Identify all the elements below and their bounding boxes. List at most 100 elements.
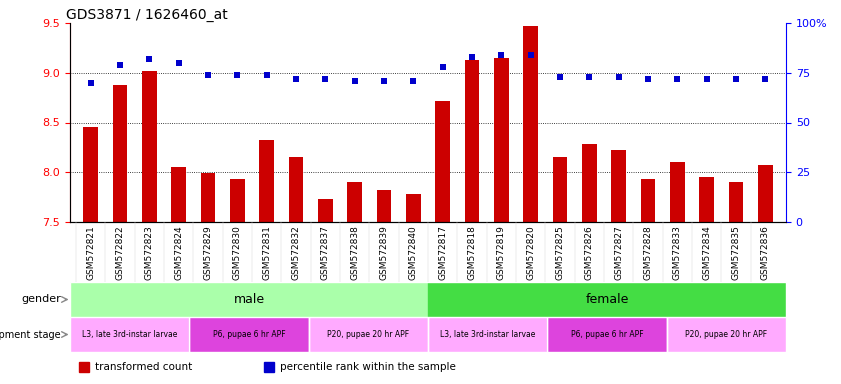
Bar [347,182,362,222]
Point [524,52,537,58]
Text: P20, pupae 20 hr APF: P20, pupae 20 hr APF [327,330,410,339]
Bar [670,162,685,222]
Bar [582,144,597,222]
Point [114,62,127,68]
Bar [309,317,428,352]
Text: GSM572825: GSM572825 [556,225,564,280]
Text: L3, late 3rd-instar larvae: L3, late 3rd-instar larvae [440,330,536,339]
Bar [288,157,304,222]
Bar [611,151,626,222]
Text: transformed count: transformed count [95,362,193,372]
Text: P6, pupae 6 hr APF: P6, pupae 6 hr APF [571,330,643,339]
Bar [70,317,189,352]
Text: GDS3871 / 1626460_at: GDS3871 / 1626460_at [66,8,228,22]
Point [289,76,303,82]
Bar [428,282,786,317]
Text: GSM572830: GSM572830 [233,225,241,280]
Bar [758,165,773,222]
Text: percentile rank within the sample: percentile rank within the sample [280,362,456,372]
Bar [309,317,428,352]
Text: GSM572837: GSM572837 [320,225,330,280]
Bar [465,60,479,222]
Point [348,78,362,84]
Text: gender: gender [21,295,61,305]
Point [759,76,772,82]
Text: P6, pupae 6 hr APF: P6, pupae 6 hr APF [213,330,285,339]
Point [172,60,185,66]
Text: GSM572828: GSM572828 [643,225,653,280]
Bar [667,317,786,352]
Point [260,72,273,78]
Text: GSM572839: GSM572839 [379,225,389,280]
Bar [230,179,245,222]
Point [378,78,391,84]
Text: development stage: development stage [0,329,61,339]
Point [465,54,479,60]
Bar [201,173,215,222]
Point [84,79,98,86]
Text: GSM572836: GSM572836 [761,225,770,280]
Bar [729,182,743,222]
Point [642,76,655,82]
Point [583,74,596,80]
Text: GSM572826: GSM572826 [584,225,594,280]
Bar [318,199,333,222]
Point [319,76,332,82]
Bar [259,141,274,222]
Point [729,76,743,82]
Text: GSM572829: GSM572829 [204,225,213,280]
Bar [264,362,274,372]
Text: GSM572831: GSM572831 [262,225,271,280]
Bar [436,101,450,222]
Text: GSM572833: GSM572833 [673,225,682,280]
Text: GSM572835: GSM572835 [732,225,741,280]
Point [201,72,214,78]
Bar [377,190,391,222]
Bar [172,167,186,222]
Text: GSM572818: GSM572818 [468,225,477,280]
Bar [547,317,667,352]
Text: GSM572822: GSM572822 [115,225,124,280]
Bar [406,194,420,222]
Text: GSM572820: GSM572820 [526,225,535,280]
Text: GSM572817: GSM572817 [438,225,447,280]
Point [230,72,244,78]
Point [700,76,713,82]
Bar [547,317,667,352]
Point [553,74,567,80]
Bar [70,317,189,352]
Bar [189,317,309,352]
Text: GSM572821: GSM572821 [86,225,95,280]
Text: GSM572819: GSM572819 [497,225,505,280]
Bar [142,71,156,222]
Bar [83,127,98,222]
Point [436,64,449,70]
Bar [79,362,89,372]
Bar [667,317,786,352]
Text: P20, pupae 20 hr APF: P20, pupae 20 hr APF [685,330,767,339]
Text: male: male [234,293,265,306]
Bar [553,157,568,222]
Point [671,76,685,82]
Text: GSM572834: GSM572834 [702,225,711,280]
Text: GSM572832: GSM572832 [292,225,300,280]
Bar [189,317,309,352]
Bar [428,317,547,352]
Text: L3, late 3rd-instar larvae: L3, late 3rd-instar larvae [82,330,177,339]
Point [612,74,626,80]
Bar [523,26,538,222]
Text: GSM572823: GSM572823 [145,225,154,280]
Bar [700,177,714,222]
Text: GSM572824: GSM572824 [174,225,183,280]
Bar [494,58,509,222]
Text: GSM572827: GSM572827 [614,225,623,280]
Bar [70,282,428,317]
Text: GSM572838: GSM572838 [350,225,359,280]
Point [142,56,156,62]
Text: female: female [585,293,629,306]
Bar [113,85,127,222]
Bar [428,317,547,352]
Point [406,78,420,84]
Text: GSM572840: GSM572840 [409,225,418,280]
Bar [641,179,655,222]
